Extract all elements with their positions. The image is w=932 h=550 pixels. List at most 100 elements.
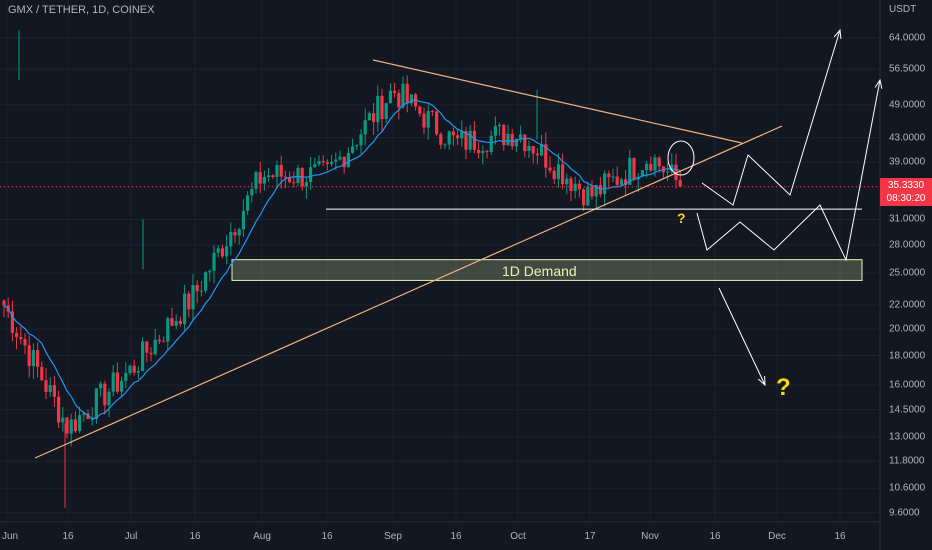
candle-body bbox=[241, 210, 245, 230]
projection-arrows[interactable] bbox=[696, 28, 883, 387]
candle-body bbox=[128, 365, 132, 374]
trendlines[interactable] bbox=[0, 59, 880, 459]
candle-body bbox=[552, 170, 556, 180]
candle-body bbox=[451, 131, 455, 136]
candle-body bbox=[657, 157, 661, 167]
time-axis-label: Sep bbox=[384, 531, 402, 542]
candle-body bbox=[590, 186, 594, 197]
candle-body bbox=[149, 352, 153, 355]
candle-body bbox=[48, 385, 52, 393]
candle-body bbox=[582, 189, 586, 206]
candle-body bbox=[493, 126, 497, 136]
candle-body bbox=[409, 94, 413, 104]
candle-body bbox=[23, 339, 27, 346]
candle-body bbox=[212, 252, 216, 271]
candle-body bbox=[330, 161, 334, 164]
time-axis-label: 16 bbox=[321, 531, 333, 542]
symbol-title[interactable]: GMX / TETHER, 1D, COINEX bbox=[8, 4, 155, 16]
candle-body bbox=[435, 111, 439, 135]
bullish-projection-arrow-head bbox=[833, 28, 842, 40]
candle-body bbox=[456, 135, 460, 139]
candle-body bbox=[351, 146, 355, 153]
time-axis-label: Aug bbox=[253, 531, 271, 542]
candle-body bbox=[19, 337, 23, 340]
candle-body bbox=[586, 186, 590, 206]
candle-body bbox=[27, 345, 31, 367]
candle-body bbox=[304, 182, 308, 187]
candle-body bbox=[603, 173, 607, 195]
price-axis-label: 20.0000 bbox=[889, 323, 926, 335]
ascending-trendline bbox=[34, 125, 783, 459]
candle-body bbox=[422, 113, 426, 128]
candle-body bbox=[141, 341, 145, 371]
question-mark-large: ? bbox=[776, 374, 791, 401]
candle-body bbox=[489, 135, 493, 153]
candle-body bbox=[61, 417, 65, 423]
candle-body bbox=[619, 179, 623, 185]
time-axis-label: 16 bbox=[62, 531, 74, 542]
candle-body bbox=[678, 180, 682, 187]
time-axis-label: Nov bbox=[641, 531, 659, 542]
candle-body bbox=[195, 285, 199, 292]
candle-body bbox=[594, 184, 598, 197]
candle-body bbox=[187, 293, 191, 310]
candle-body bbox=[556, 164, 560, 180]
candle-body bbox=[498, 124, 502, 127]
candle-body bbox=[418, 106, 422, 114]
bar-countdown: 08:30:20 bbox=[886, 193, 926, 204]
candle-body bbox=[317, 161, 321, 165]
candle-body bbox=[162, 341, 166, 343]
candle-body bbox=[439, 134, 443, 145]
candle-body bbox=[40, 366, 44, 381]
candle-body bbox=[447, 131, 451, 145]
candle-body bbox=[136, 370, 140, 373]
candle-body bbox=[313, 164, 317, 168]
demand-zone[interactable] bbox=[231, 259, 863, 281]
price-axis-unit: USDT bbox=[889, 4, 917, 15]
candle-body bbox=[649, 163, 653, 171]
candle-body bbox=[90, 418, 94, 420]
ma-line bbox=[3, 99, 681, 420]
candle-body bbox=[674, 164, 678, 181]
candle-body bbox=[216, 248, 220, 253]
candle-body bbox=[544, 144, 548, 168]
question-mark-small: ? bbox=[677, 210, 686, 226]
candle-body bbox=[107, 391, 111, 406]
candle-body bbox=[346, 152, 350, 168]
price-axis-label: 9.6000 bbox=[889, 507, 920, 519]
candle-body bbox=[372, 113, 376, 123]
candle-body bbox=[36, 350, 40, 367]
candle-body bbox=[178, 320, 182, 325]
price-axis-label: 13.0000 bbox=[889, 431, 926, 443]
candle-body bbox=[94, 388, 98, 419]
candle-body bbox=[208, 270, 212, 273]
candle-body bbox=[468, 130, 472, 150]
candle-body bbox=[510, 133, 514, 147]
candle-body bbox=[485, 150, 489, 153]
candle-body bbox=[132, 365, 136, 373]
price-axis-label: 28.0000 bbox=[889, 239, 926, 251]
bearish-projection-arrow bbox=[718, 287, 766, 386]
candle-body bbox=[645, 163, 649, 171]
candle-body bbox=[514, 138, 518, 147]
candle-body bbox=[15, 332, 19, 338]
candle-body bbox=[262, 177, 266, 184]
candle-body bbox=[653, 157, 657, 171]
candle-body bbox=[73, 419, 77, 432]
candle-body bbox=[44, 380, 48, 393]
candle-body bbox=[237, 229, 241, 236]
candle-body bbox=[569, 178, 573, 192]
candle-body bbox=[615, 176, 619, 185]
candle-body bbox=[267, 175, 271, 178]
candle-body bbox=[115, 372, 119, 392]
candle-body bbox=[57, 396, 61, 423]
candle-body bbox=[561, 164, 565, 185]
candles bbox=[2, 30, 682, 508]
candle-body bbox=[548, 167, 552, 171]
candle-body bbox=[170, 318, 174, 326]
candle-body bbox=[153, 339, 157, 355]
candle-body bbox=[275, 165, 279, 178]
candle-body bbox=[460, 131, 464, 139]
